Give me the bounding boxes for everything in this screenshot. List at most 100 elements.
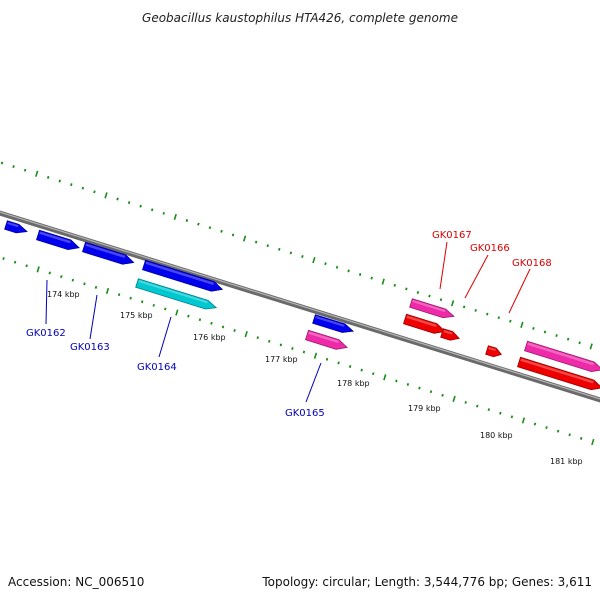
minor-tick xyxy=(499,411,502,415)
minor-tick xyxy=(533,422,537,426)
minor-tick xyxy=(2,257,5,261)
gene-arrow-shape xyxy=(517,356,600,391)
gene-arrow-gk0164[interactable] xyxy=(142,259,224,294)
minor-tick xyxy=(221,325,225,329)
minor-tick xyxy=(185,219,189,222)
gene-label-gk0166[interactable]: GK0166 xyxy=(470,243,510,254)
minor-tick xyxy=(231,233,235,237)
minor-tick xyxy=(509,319,512,323)
minor-tick xyxy=(370,276,373,280)
minor-tick xyxy=(164,307,167,311)
scale-label: 175 kbp xyxy=(120,311,153,320)
minor-tick xyxy=(220,229,223,233)
gene-labels: GK0162 GK0163 GK0164 GK0165 GK0167 GK016… xyxy=(26,230,552,419)
major-tick xyxy=(452,395,456,402)
gene-arrow-highlight xyxy=(145,261,214,285)
scale-label: 174 kbp xyxy=(47,290,80,299)
minor-tick xyxy=(405,287,408,291)
gene-arrow[interactable] xyxy=(4,220,29,236)
gene-arrow[interactable] xyxy=(517,356,600,392)
minor-tick xyxy=(48,271,51,275)
gene-arrow-shape xyxy=(409,298,455,319)
major-tick xyxy=(175,309,179,316)
major-tick xyxy=(312,256,316,264)
gene-arrow-gk0166[interactable] xyxy=(440,328,461,343)
gene-arrow-shape xyxy=(312,314,355,333)
gene-arrow-gk0164[interactable] xyxy=(135,278,218,312)
gene-arrow-gk0167[interactable] xyxy=(403,313,447,336)
minor-tick xyxy=(140,300,144,304)
scale-label: 178 kbp xyxy=(337,379,370,388)
gene-label-gk0165[interactable]: GK0165 xyxy=(285,408,325,419)
genome-backbone-highlight xyxy=(0,211,600,400)
leader-line xyxy=(439,241,448,290)
minor-tick xyxy=(566,337,570,341)
genome-info-label: Topology: circular; Length: 3,544,776 bp… xyxy=(261,575,592,589)
gene-label-gk0167[interactable]: GK0167 xyxy=(432,230,472,241)
gene-arrow-gk0163[interactable] xyxy=(82,241,136,267)
minor-tick xyxy=(462,305,466,309)
leader-line xyxy=(508,268,531,314)
leader-line xyxy=(89,294,98,340)
minor-tick xyxy=(13,260,17,264)
leader-line xyxy=(305,362,322,403)
minor-tick xyxy=(278,247,281,251)
minor-tick xyxy=(117,293,121,297)
gene-label-gk0162[interactable]: GK0162 xyxy=(26,328,66,339)
major-tick xyxy=(173,213,177,221)
gene-arrow-highlight xyxy=(39,231,71,244)
minor-tick xyxy=(510,415,514,419)
minor-tick xyxy=(198,318,202,322)
minor-tick xyxy=(325,357,329,361)
minor-tick xyxy=(23,168,27,172)
minor-tick xyxy=(439,298,443,302)
major-tick xyxy=(383,374,387,381)
minor-tick xyxy=(279,343,283,347)
minor-tick xyxy=(233,329,236,332)
minor-tick xyxy=(428,294,431,298)
gene-arrow-gk0165[interactable] xyxy=(312,314,355,336)
gene-label-gk0163[interactable]: GK0163 xyxy=(70,342,110,353)
minor-tick xyxy=(555,334,558,338)
minor-tick xyxy=(416,291,420,294)
major-tick xyxy=(381,278,385,285)
forward-gene-leaders xyxy=(45,279,322,403)
minor-tick xyxy=(556,429,560,433)
leader-line xyxy=(158,316,172,358)
reverse-strand-genes xyxy=(403,298,600,392)
gene-arrow-shape xyxy=(4,220,28,234)
minor-tick xyxy=(58,179,61,183)
minor-tick xyxy=(302,350,306,354)
minor-tick xyxy=(70,183,73,187)
minor-tick xyxy=(568,433,571,437)
major-tick xyxy=(313,352,318,359)
gene-label-gk0168[interactable]: GK0168 xyxy=(512,258,552,269)
gene-arrow-gk0168[interactable] xyxy=(485,345,503,359)
minor-tick xyxy=(139,204,142,208)
minor-tick xyxy=(337,361,340,365)
minor-tick xyxy=(12,165,15,169)
minor-tick xyxy=(347,269,350,273)
scale-label: 179 kbp xyxy=(408,404,441,413)
minor-tick xyxy=(393,283,397,287)
gene-arrow-gk0165[interactable] xyxy=(305,329,349,352)
minor-tick xyxy=(93,190,96,194)
minor-tick xyxy=(429,390,433,394)
gene-arrow[interactable] xyxy=(36,229,81,252)
major-tick xyxy=(521,417,526,424)
gene-arrow[interactable] xyxy=(524,340,600,374)
minor-tick xyxy=(358,273,362,276)
minor-tick xyxy=(268,339,271,343)
gene-label-gk0164[interactable]: GK0164 xyxy=(137,362,177,373)
minor-tick xyxy=(486,312,489,316)
minor-tick xyxy=(162,211,165,215)
gene-arrow-gk0167[interactable] xyxy=(409,298,456,321)
minor-tick xyxy=(579,436,583,440)
minor-tick xyxy=(152,303,155,307)
minor-tick xyxy=(150,208,154,212)
genome-backbone xyxy=(0,210,600,403)
minor-tick xyxy=(464,401,467,404)
major-tick xyxy=(591,438,595,446)
scale-label: 176 kbp xyxy=(193,333,226,342)
